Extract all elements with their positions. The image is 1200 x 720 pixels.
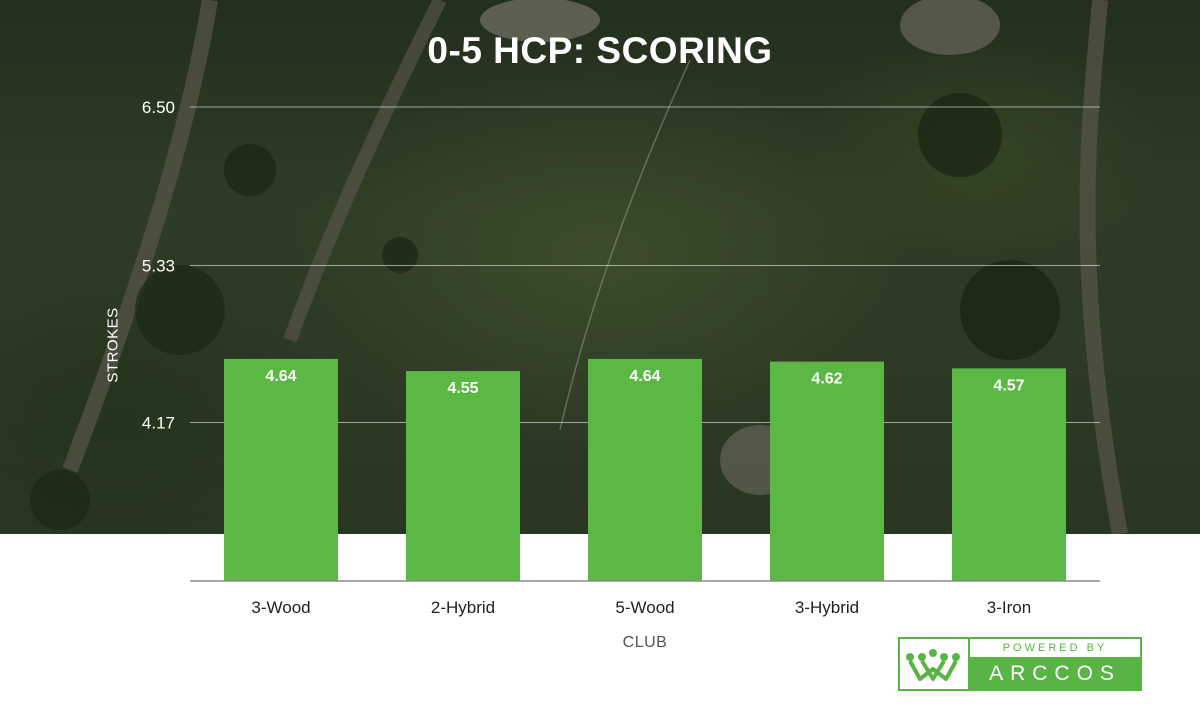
data-label: 4.55 bbox=[447, 380, 478, 397]
crown-icon bbox=[900, 639, 970, 689]
x-tick-label: 5-Wood bbox=[615, 598, 674, 617]
bar bbox=[588, 358, 702, 581]
logo-brand: ARCCOS bbox=[970, 659, 1140, 689]
y-tick-label: 5.33 bbox=[142, 256, 175, 275]
y-tick-label: 4.17 bbox=[142, 414, 175, 433]
x-tick-label: 2-Hybrid bbox=[431, 598, 495, 617]
bar bbox=[770, 361, 884, 581]
data-label: 4.62 bbox=[811, 371, 842, 388]
powered-by-arccos-logo[interactable]: POWERED BY ARCCOS bbox=[898, 637, 1142, 691]
x-axis-label: CLUB bbox=[622, 634, 668, 651]
data-label: 4.64 bbox=[265, 368, 296, 385]
data-label: 4.57 bbox=[993, 377, 1024, 394]
bar bbox=[952, 368, 1066, 581]
x-tick-label: 3-Wood bbox=[251, 598, 310, 617]
x-tick-label: 3-Iron bbox=[987, 598, 1031, 617]
bar bbox=[224, 358, 338, 581]
x-tick-label: 3-Hybrid bbox=[795, 598, 859, 617]
y-tick-label: 6.50 bbox=[142, 98, 175, 117]
logo-tagline: POWERED BY bbox=[970, 639, 1140, 659]
chart-title: 0-5 HCP: SCORING bbox=[427, 30, 773, 71]
y-axis-label: STROKES bbox=[104, 307, 122, 383]
bar bbox=[406, 371, 520, 581]
data-label: 4.64 bbox=[629, 368, 660, 385]
